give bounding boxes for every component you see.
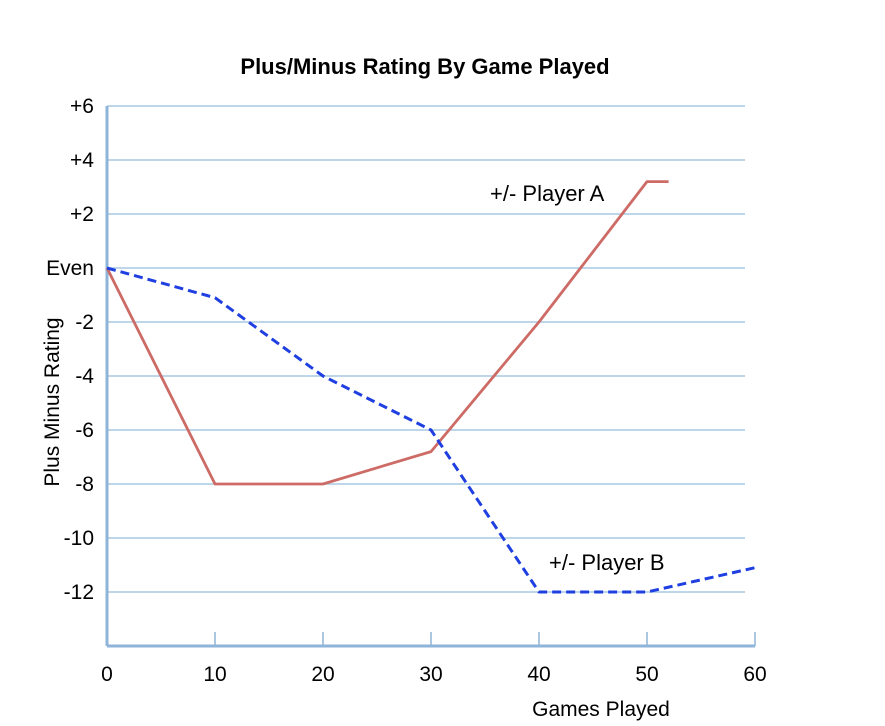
y-tick-label: -8 <box>75 473 94 496</box>
x-tick-label: 20 <box>311 663 334 686</box>
y-tick-label: Even <box>46 257 94 280</box>
y-tick-label: -4 <box>75 365 94 388</box>
series-line-player-a <box>105 180 669 486</box>
x-tick-label: 30 <box>419 663 442 686</box>
x-tick-label: 50 <box>635 663 658 686</box>
series-label-player-b: +/- Player B <box>549 550 665 575</box>
x-tick-label: 60 <box>743 663 766 686</box>
series-lines <box>105 180 756 594</box>
y-axis-label: Plus Minus Rating <box>41 317 64 486</box>
y-tick-label: -2 <box>75 311 94 334</box>
y-tick-label: +4 <box>70 149 94 172</box>
chart-title: Plus/Minus Rating By Game Played <box>240 54 609 79</box>
y-axis-ticks: +6 +4 +2 Even -2 -4 -6 -8 -10 -12 <box>46 95 94 604</box>
y-tick-label: +2 <box>70 203 94 226</box>
x-axis-label: Games Played <box>532 698 670 721</box>
y-tick-label: +6 <box>70 95 94 118</box>
gridlines <box>107 105 745 593</box>
series-line-player-b <box>106 266 756 594</box>
x-tick-label: 40 <box>527 663 550 686</box>
x-axis-ticks: 0 10 20 30 40 50 60 <box>101 632 767 686</box>
x-tick-label: 0 <box>101 663 113 686</box>
y-tick-label: -12 <box>64 581 94 604</box>
series-label-player-a: +/- Player A <box>490 181 605 206</box>
x-tick-label: 10 <box>203 663 226 686</box>
y-tick-label: -10 <box>64 527 94 550</box>
y-tick-label: -6 <box>75 419 94 442</box>
